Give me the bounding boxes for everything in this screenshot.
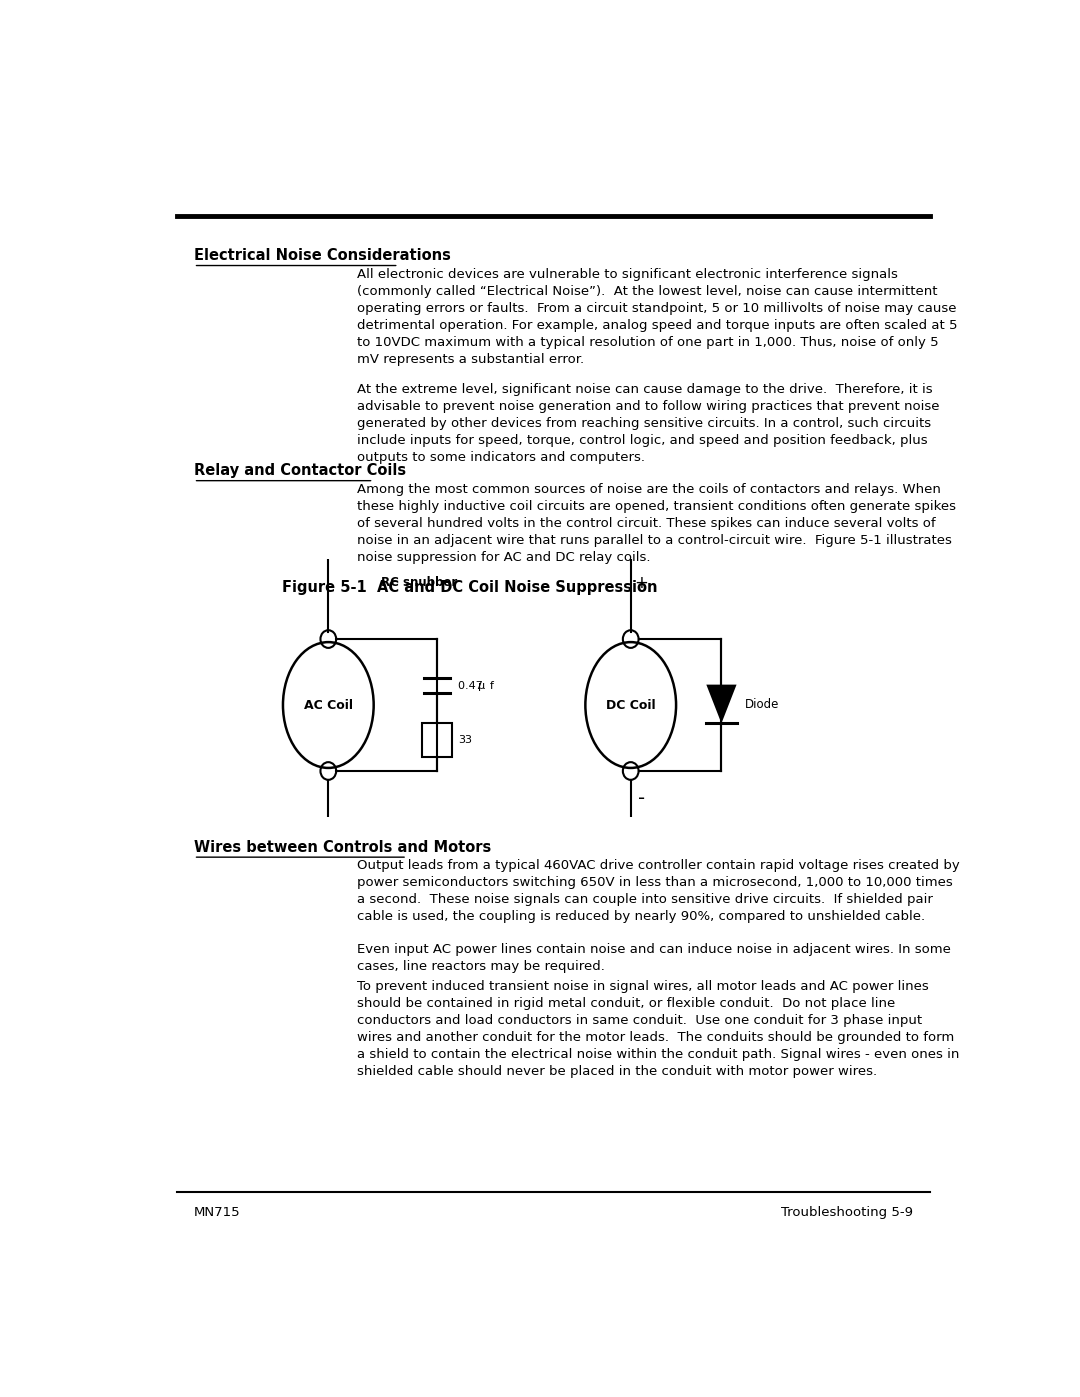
Text: Troubleshooting 5-9: Troubleshooting 5-9 bbox=[782, 1206, 914, 1218]
Text: MN715: MN715 bbox=[193, 1206, 240, 1218]
Text: Even input AC power lines contain noise and can induce noise in adjacent wires. : Even input AC power lines contain noise … bbox=[356, 943, 950, 974]
Text: Figure 5-1  AC and DC Coil Noise Suppression: Figure 5-1 AC and DC Coil Noise Suppress… bbox=[282, 580, 658, 595]
Text: Wires between Controls and Motors: Wires between Controls and Motors bbox=[193, 840, 490, 855]
Text: RC snubber: RC snubber bbox=[381, 576, 457, 590]
Text: Diode: Diode bbox=[744, 697, 779, 711]
Text: -: - bbox=[638, 789, 645, 807]
Text: 33: 33 bbox=[458, 735, 472, 746]
Text: 0.47  f: 0.47 f bbox=[458, 680, 495, 692]
Text: AC Coil: AC Coil bbox=[303, 698, 353, 711]
Text: Relay and Contactor Coils: Relay and Contactor Coils bbox=[193, 464, 406, 478]
Text: At the extreme level, significant noise can cause damage to the drive.  Therefor: At the extreme level, significant noise … bbox=[356, 383, 940, 464]
Text: Electrical Noise Considerations: Electrical Noise Considerations bbox=[193, 249, 450, 263]
Text: Among the most common sources of noise are the coils of contactors and relays. W: Among the most common sources of noise a… bbox=[356, 483, 956, 564]
Text: +: + bbox=[635, 574, 649, 591]
Text: Output leads from a typical 460VAC drive controller contain rapid voltage rises : Output leads from a typical 460VAC drive… bbox=[356, 859, 959, 923]
Polygon shape bbox=[706, 685, 737, 724]
Text: DC Coil: DC Coil bbox=[606, 698, 656, 711]
Text: To prevent induced transient noise in signal wires, all motor leads and AC power: To prevent induced transient noise in si… bbox=[356, 979, 959, 1078]
Text: μ: μ bbox=[478, 680, 485, 692]
Text: All electronic devices are vulnerable to significant electronic interference sig: All electronic devices are vulnerable to… bbox=[356, 268, 957, 366]
